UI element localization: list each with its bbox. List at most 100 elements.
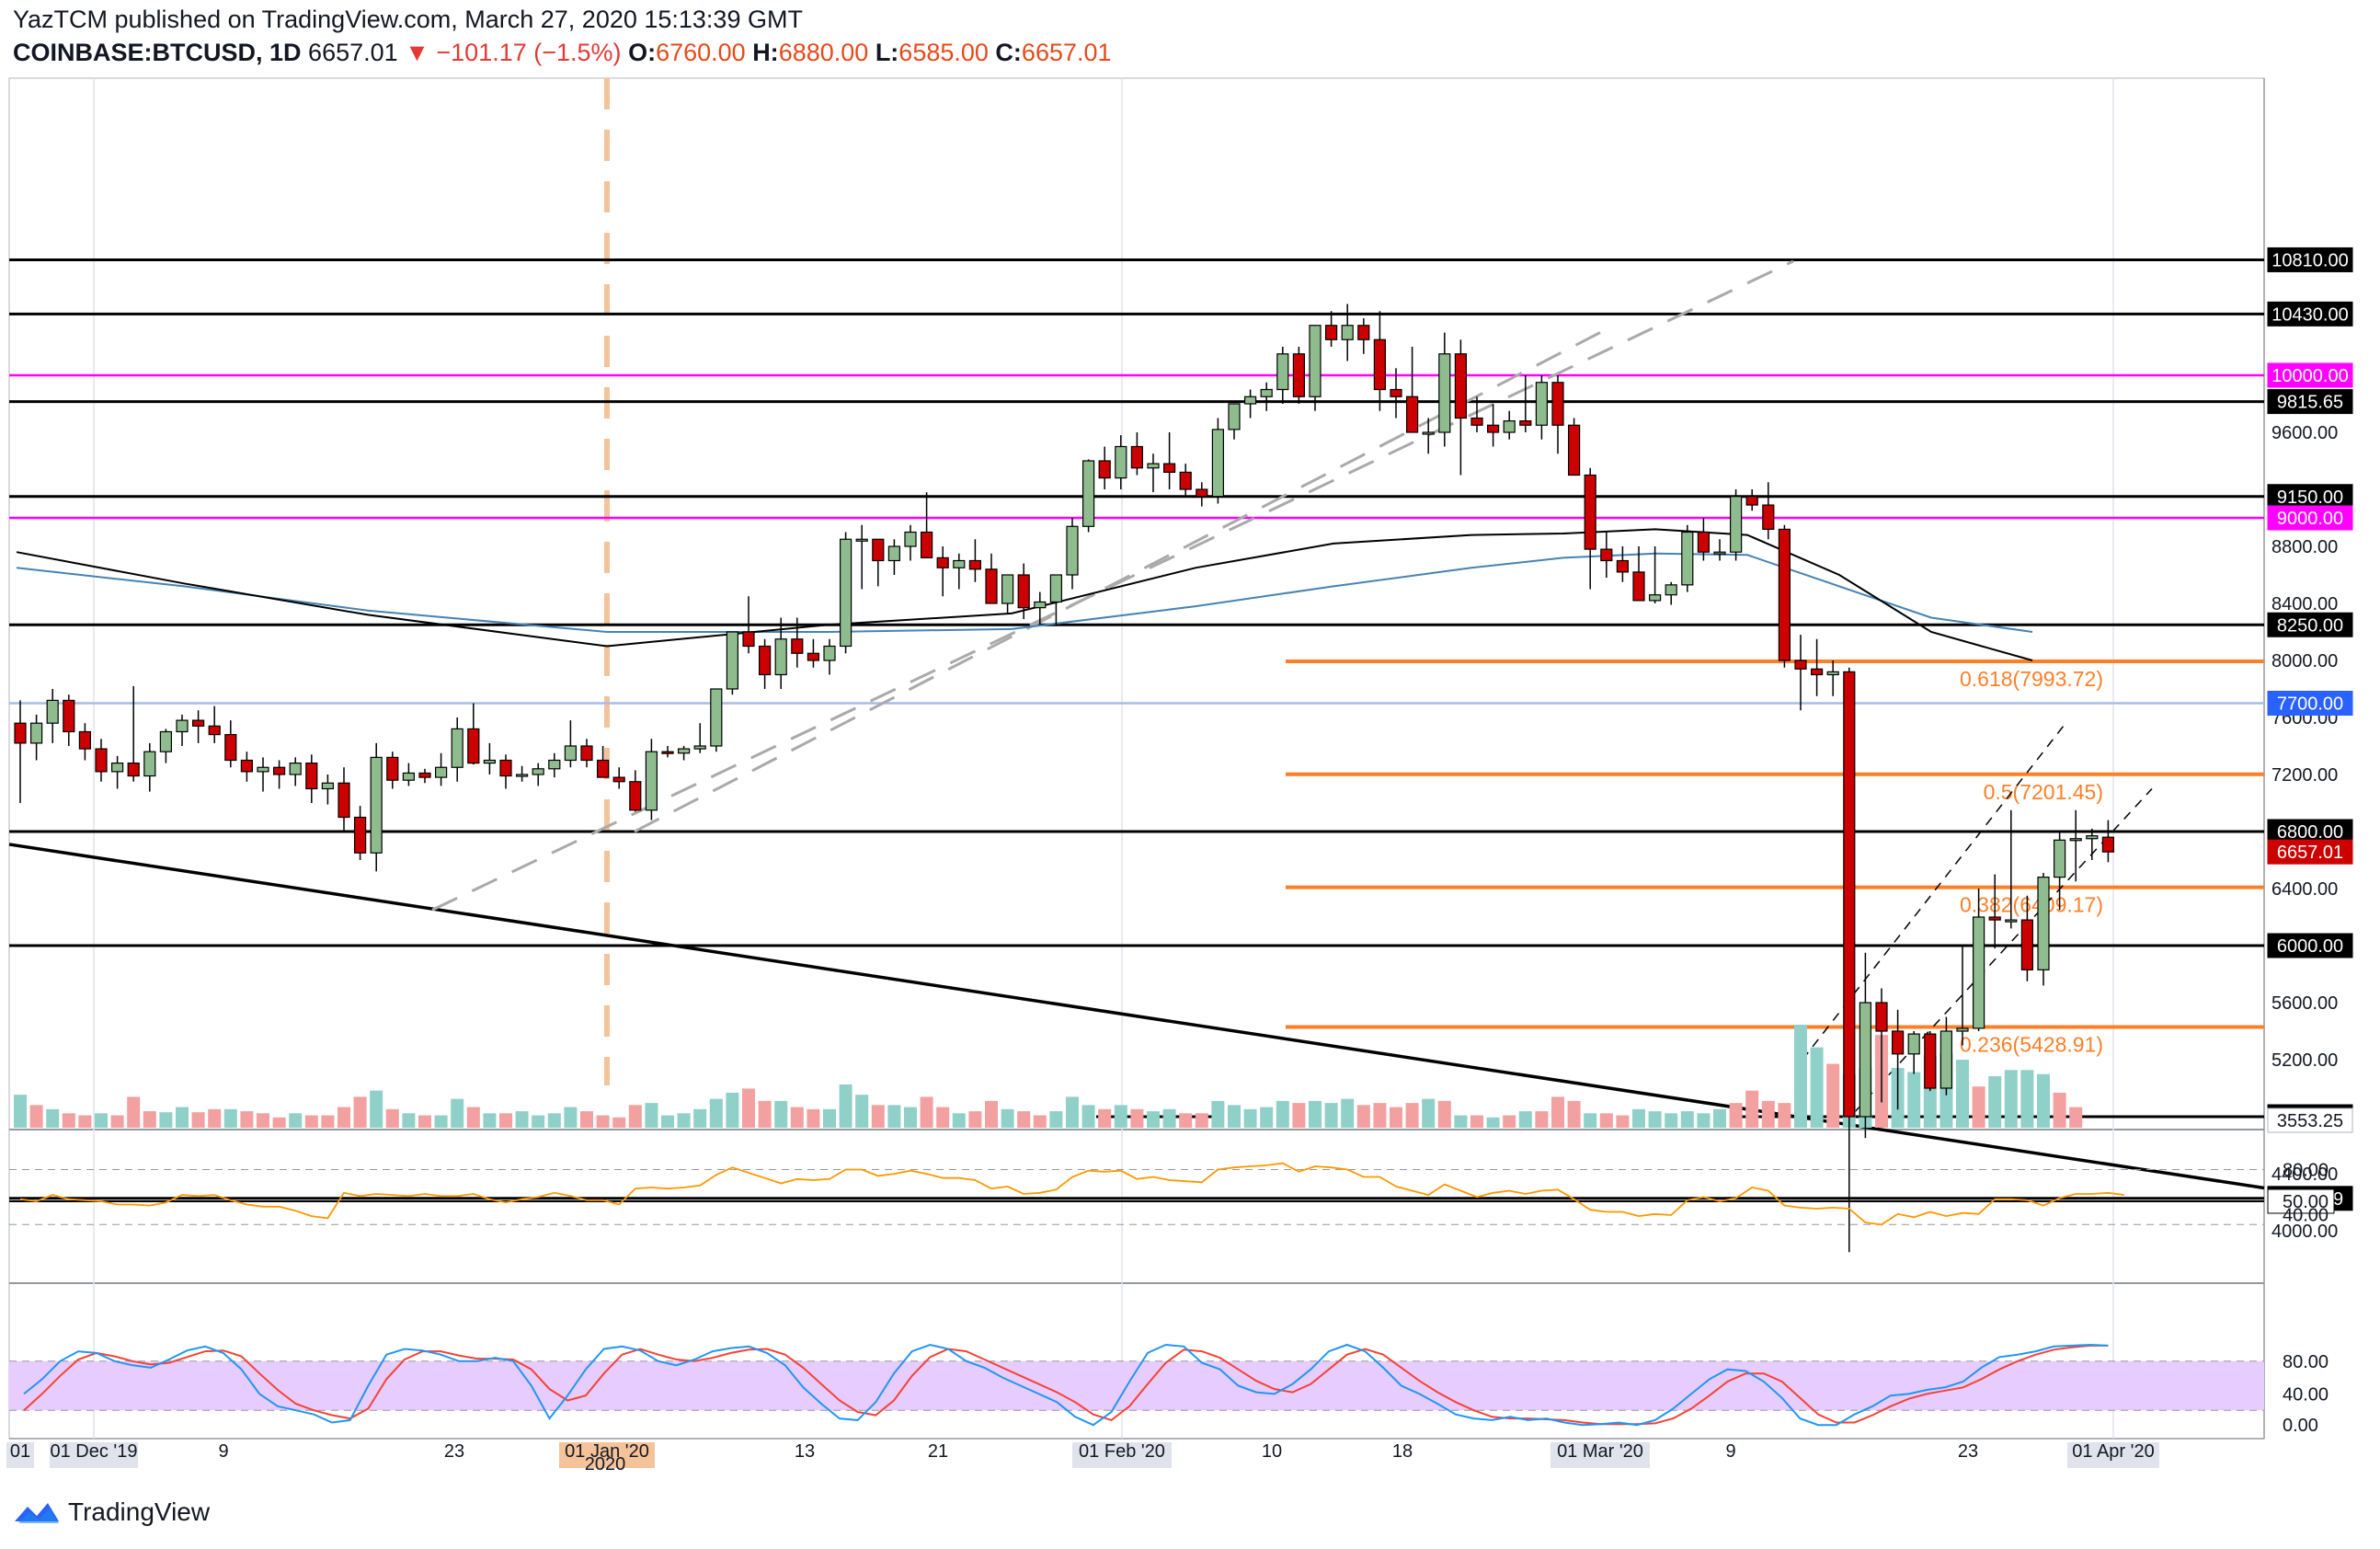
price-change: ▼ −101.17 (−1.5%) <box>405 39 622 66</box>
candle <box>467 703 480 765</box>
candle-body <box>1179 471 1192 490</box>
candle-body <box>273 766 286 775</box>
candle <box>289 757 302 786</box>
candle <box>483 742 497 774</box>
candle-body <box>1826 671 1839 676</box>
volume-bar <box>790 1107 804 1128</box>
candle-body <box>2054 839 2066 878</box>
candle-body <box>1196 488 1208 498</box>
fib-label: 0.5(7201.45) <box>1984 780 2103 804</box>
candle-body <box>1276 353 1289 391</box>
candle-body <box>63 699 75 733</box>
price-tick-label: 4000.00 <box>2271 1222 2338 1242</box>
candle-body <box>1115 445 1127 479</box>
volume-bar <box>1680 1111 1694 1128</box>
volume-bar <box>95 1113 108 1128</box>
candle-body <box>1162 463 1176 474</box>
date-tick-label: 01 Feb '20 <box>1079 1441 1165 1462</box>
volume-bar <box>1826 1063 1840 1128</box>
volume-bar <box>661 1115 674 1128</box>
candle <box>1632 546 1645 602</box>
volume-bar <box>62 1113 75 1128</box>
candle-body <box>224 733 237 762</box>
date-tick-label: 01 Jan '20 <box>565 1441 649 1462</box>
high-label: H: <box>752 39 779 66</box>
candle <box>1810 638 1824 696</box>
price-label-box <box>2267 484 2353 510</box>
fib-label: 0.382(6409.17) <box>1960 893 2103 917</box>
candle-body <box>1309 325 1322 397</box>
volume-bar <box>1228 1105 1241 1128</box>
price-chart[interactable]: 0.618(7993.72) 0.5(7201.45) 0.382(6409.17)… <box>0 0 2380 1490</box>
fib-label: 0.236(5428.91) <box>1960 1033 2103 1057</box>
candle-body <box>338 782 350 819</box>
symbol[interactable]: COINBASE:BTCUSD, 1D <box>13 39 302 66</box>
volume-bar <box>78 1115 92 1128</box>
volume-bar <box>1179 1113 1193 1128</box>
volume-bar <box>14 1095 27 1128</box>
candle <box>1309 325 1322 411</box>
volume-bar <box>1356 1105 1370 1128</box>
candle-body <box>2086 835 2099 840</box>
candle <box>1001 574 1014 614</box>
price-tick-label: 8800.00 <box>2271 537 2338 557</box>
candle <box>1973 889 1985 1031</box>
price-box-label: 6657.01 <box>2277 843 2343 863</box>
candle <box>677 746 691 761</box>
low-label: L: <box>875 39 899 66</box>
candle-body <box>580 745 593 762</box>
candle-body <box>839 538 852 648</box>
volume-bar <box>272 1117 286 1128</box>
tradingview-logo[interactable]: TradingView <box>13 1497 210 1527</box>
candle <box>2101 820 2114 863</box>
candle <box>1600 532 1613 579</box>
candle <box>1017 563 1030 620</box>
candle-body <box>176 719 189 733</box>
candle-body <box>629 781 642 811</box>
candle <box>1438 332 1451 447</box>
close-label: C: <box>995 39 1022 66</box>
candle-body <box>726 631 739 690</box>
candle <box>29 714 43 761</box>
volume-bar <box>1243 1108 1257 1128</box>
candle-body <box>2020 919 2033 970</box>
price-label-box <box>2267 301 2353 327</box>
candle <box>273 760 286 789</box>
price-box-label: 9150.00 <box>2277 488 2343 508</box>
candle <box>208 706 221 743</box>
candle-body <box>46 699 59 724</box>
candle-body <box>1243 396 1257 405</box>
volume-bar <box>532 1115 545 1128</box>
candle-body <box>1535 382 1549 426</box>
candle-body <box>596 759 610 778</box>
candle <box>1519 375 1532 432</box>
candle <box>305 754 318 803</box>
candle-body <box>467 728 480 764</box>
candle <box>1049 574 1063 625</box>
candle <box>224 720 237 768</box>
volume-bar <box>515 1111 529 1128</box>
candle-body <box>2101 836 2114 853</box>
candle-body <box>1049 574 1063 603</box>
volume-bar <box>1114 1105 1127 1128</box>
candle-body <box>2037 876 2050 970</box>
candle-body <box>1956 1027 1969 1032</box>
candle <box>1794 635 1807 711</box>
volume-bar <box>2004 1070 2018 1128</box>
price-tick-label: 8400.00 <box>2271 594 2338 614</box>
stoch-tick-label: 0.00 <box>2283 1416 2318 1436</box>
candle-body <box>418 772 431 778</box>
volume-bar <box>1422 1098 1436 1128</box>
candle <box>1697 518 1711 561</box>
candle <box>693 723 706 753</box>
candle-body <box>1616 559 1630 573</box>
volume-bar <box>547 1113 561 1128</box>
volume-bar <box>1162 1108 1176 1128</box>
date-label-box <box>2067 1442 2159 1468</box>
stoch-band <box>9 1360 2264 1411</box>
low-value: 6585.00 <box>898 39 989 66</box>
candle <box>127 685 140 782</box>
rsi-tick-label: 40.00 <box>2283 1206 2329 1226</box>
candle <box>435 752 448 786</box>
volume-bar <box>1988 1076 2002 1128</box>
